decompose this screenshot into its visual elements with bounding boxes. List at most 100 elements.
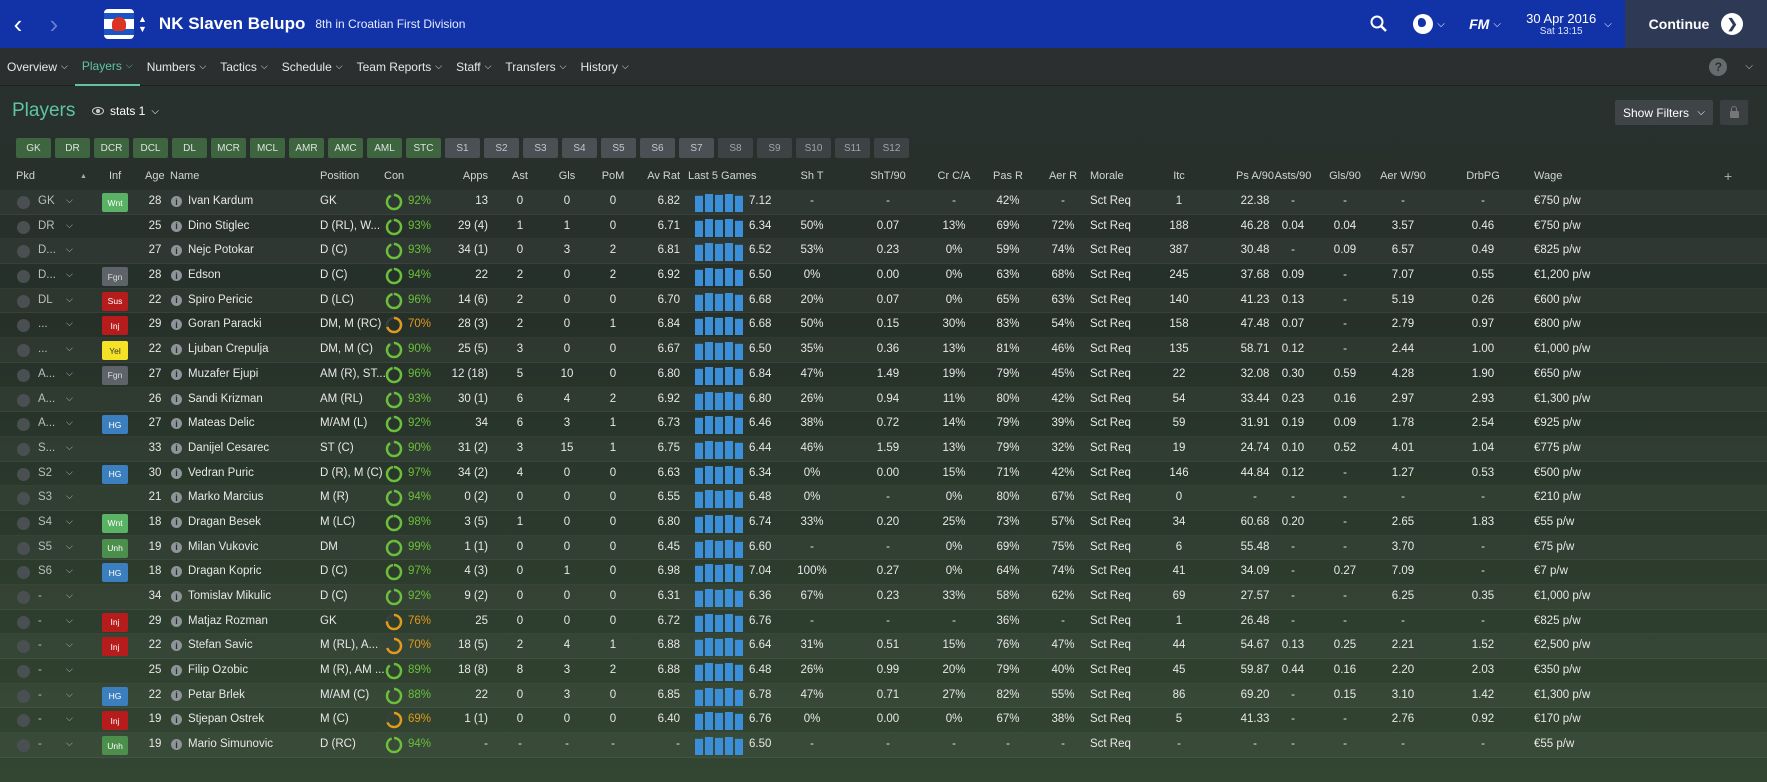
pick-toggle[interactable] xyxy=(17,270,30,284)
position-chip-s6[interactable]: S6 xyxy=(640,138,675,158)
position-chip-s7[interactable]: S7 xyxy=(679,138,714,158)
info-icon[interactable]: i xyxy=(171,566,182,578)
cell-name[interactable]: Edson xyxy=(188,269,221,282)
table-row[interactable]: - ⌵ HG i 22 Petar Brlek M/AM (C) 88% 22 0 3 0 6.85 6.… xyxy=(0,684,1767,709)
col-header-asts-90[interactable]: Asts/90 xyxy=(1274,170,1312,182)
table-row[interactable]: D... ⌵ i 27 Nejc Potokar D (C) 93% 34 (1) 0 3 2 6.8… xyxy=(0,239,1767,265)
info-icon[interactable]: i xyxy=(171,739,182,751)
position-chip-s10[interactable]: S10 xyxy=(796,138,831,158)
pick-toggle[interactable] xyxy=(17,220,30,234)
pick-toggle[interactable] xyxy=(17,294,30,308)
position-chip-s2[interactable]: S2 xyxy=(484,138,519,158)
selection-dropdown-icon[interactable]: ⌵ xyxy=(66,540,73,551)
cell-name[interactable]: Dragan Kopric xyxy=(188,565,262,578)
position-chip-aml[interactable]: AML xyxy=(367,138,402,158)
cell-name[interactable]: Stefan Savic xyxy=(188,639,253,652)
col-header-sh-t[interactable]: Sh T xyxy=(800,170,824,182)
cell-name[interactable]: Marko Marcius xyxy=(188,491,264,504)
info-badge[interactable]: HG xyxy=(102,415,128,435)
col-header-aer-w-90[interactable]: Aer W/90 xyxy=(1380,170,1426,182)
info-icon[interactable]: i xyxy=(171,245,182,257)
continue-button[interactable]: Continue ❯ xyxy=(1625,0,1767,48)
table-row[interactable]: GK ⌵ Wnt i 28 Ivan Kardum GK 92% 13 0 0 0 6.82 7.12 - -… xyxy=(0,190,1767,215)
selection-dropdown-icon[interactable]: ⌵ xyxy=(66,318,73,329)
pick-toggle[interactable] xyxy=(17,516,30,530)
position-chip-gk[interactable]: GK xyxy=(16,138,51,158)
selection-dropdown-icon[interactable]: ⌵ xyxy=(66,343,73,354)
show-filters-button[interactable]: Show Filters ⌵ xyxy=(1615,100,1713,125)
menu-staff[interactable]: Staff ⌵ xyxy=(449,48,498,86)
cell-name[interactable]: Stjepan Ostrek xyxy=(188,713,265,726)
table-row[interactable]: - ⌵ i 25 Filip Ozobic M (R), AM ... 89% 18 (8) 8… xyxy=(0,659,1767,684)
pick-toggle[interactable] xyxy=(17,640,30,654)
menu-players[interactable]: Players ⌵ xyxy=(74,48,140,86)
position-chip-dl[interactable]: DL xyxy=(172,138,207,158)
position-chip-mcl[interactable]: MCL xyxy=(250,138,285,158)
info-icon[interactable]: i xyxy=(171,270,182,282)
table-row[interactable]: - ⌵ Inj i 29 Matjaz Rozman GK 76% 25 0 0 0 6.72 6.76 -… xyxy=(0,610,1767,635)
col-header-age[interactable]: Age xyxy=(145,170,165,182)
info-icon[interactable]: i xyxy=(171,516,182,528)
cell-name[interactable]: Dragan Besek xyxy=(188,515,261,528)
menu-numbers[interactable]: Numbers ⌵ xyxy=(140,48,214,86)
pick-toggle[interactable] xyxy=(17,196,30,209)
pick-toggle[interactable] xyxy=(17,541,30,555)
info-icon[interactable]: i xyxy=(171,418,182,430)
selection-dropdown-icon[interactable]: ⌵ xyxy=(66,738,73,749)
date-display[interactable]: 30 Apr 2016 Sat 13:15 ⌵ xyxy=(1513,0,1625,48)
selection-dropdown-icon[interactable]: ⌵ xyxy=(66,417,73,428)
club-name[interactable]: NK Slaven Belupo xyxy=(158,14,306,33)
col-header-morale[interactable]: Morale xyxy=(1090,170,1124,182)
selection-dropdown-icon[interactable]: ⌵ xyxy=(66,664,73,675)
table-row[interactable]: A... ⌵ HG i 27 Mateas Delic M/AM (L) 92% 34 6 3 1 6.… xyxy=(0,412,1767,437)
back-button[interactable]: ‹ xyxy=(13,8,23,39)
fm-menu-button[interactable]: FM ⌵ xyxy=(1457,16,1513,32)
info-badge[interactable]: Inj xyxy=(102,316,128,336)
col-header-con[interactable]: Con xyxy=(384,170,405,182)
selection-dropdown-icon[interactable]: ⌵ xyxy=(66,195,73,205)
info-badge[interactable]: HG xyxy=(102,686,128,706)
selection-dropdown-icon[interactable]: ⌵ xyxy=(66,590,73,600)
pick-toggle[interactable] xyxy=(17,418,30,432)
info-badge[interactable]: Fgn xyxy=(102,365,128,385)
info-badge[interactable]: HG xyxy=(102,464,128,484)
cell-name[interactable]: Goran Paracki xyxy=(188,318,262,331)
info-badge[interactable]: Wnt xyxy=(102,193,128,212)
info-icon[interactable]: i xyxy=(171,615,182,627)
view-selector[interactable]: stats 1 ⌵ xyxy=(92,104,159,118)
info-badge[interactable]: Yel xyxy=(102,341,128,361)
cell-name[interactable]: Dino Stiglec xyxy=(188,219,250,232)
pick-toggle[interactable] xyxy=(17,615,30,629)
col-header-ast[interactable]: Ast xyxy=(512,170,528,182)
info-icon[interactable]: i xyxy=(171,640,182,652)
cell-name[interactable]: Sandi Krizman xyxy=(188,392,263,405)
col-header-pas-r[interactable]: Pas R xyxy=(993,170,1023,182)
position-chip-dr[interactable]: DR xyxy=(55,138,90,158)
cell-name[interactable]: Danijel Cesarec xyxy=(188,441,270,454)
table-row[interactable]: ... ⌵ Inj i 29 Goran Paracki DM, M (RC) 70% 28 (… xyxy=(0,313,1767,339)
col-header-sht-90[interactable]: ShT/90 xyxy=(870,170,906,182)
position-chip-dcl[interactable]: DCL xyxy=(133,138,168,158)
col-header-gls[interactable]: Gls xyxy=(558,170,576,182)
pick-toggle[interactable] xyxy=(17,319,30,333)
cell-name[interactable]: Spiro Pericic xyxy=(188,293,253,306)
pick-toggle[interactable] xyxy=(17,665,30,679)
col-header-itc[interactable]: Itc xyxy=(1173,170,1185,182)
position-chip-s5[interactable]: S5 xyxy=(601,138,636,158)
pick-toggle[interactable] xyxy=(17,442,30,456)
selection-dropdown-icon[interactable]: ⌵ xyxy=(66,441,73,452)
pick-toggle[interactable] xyxy=(17,714,30,728)
position-chip-s4[interactable]: S4 xyxy=(562,138,597,158)
lock-button[interactable] xyxy=(1720,100,1748,125)
col-header-inf[interactable]: Inf xyxy=(109,170,122,182)
pick-toggle[interactable] xyxy=(17,245,30,259)
cell-name[interactable]: Muzafer Ejupi xyxy=(188,367,259,380)
table-row[interactable]: S... ⌵ i 33 Danijel Cesarec ST (C) 90% 31 (2) 3 1… xyxy=(0,437,1767,462)
pick-toggle[interactable] xyxy=(17,467,30,481)
table-row[interactable]: - ⌵ i 34 Tomislav Mikulic D (C) 92% 9 (2) 0 0 0 6.3… xyxy=(0,585,1767,610)
cell-name[interactable]: Ljuban Crepulja xyxy=(188,343,269,356)
table-row[interactable]: S2 ⌵ HG i 30 Vedran Puric D (R), M (C) 97% 34 (2… xyxy=(0,462,1767,487)
cell-name[interactable]: Milan Vukovic xyxy=(188,540,259,553)
info-icon[interactable]: i xyxy=(171,665,182,677)
col-header-position[interactable]: Position xyxy=(320,170,360,182)
